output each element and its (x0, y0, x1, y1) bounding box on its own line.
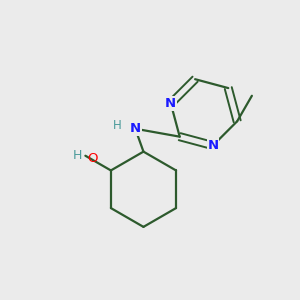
Text: N: N (165, 97, 176, 110)
Text: H: H (73, 149, 82, 162)
Text: N: N (130, 122, 141, 135)
Text: O: O (87, 152, 98, 166)
Text: H: H (113, 119, 122, 132)
Text: N: N (207, 139, 218, 152)
